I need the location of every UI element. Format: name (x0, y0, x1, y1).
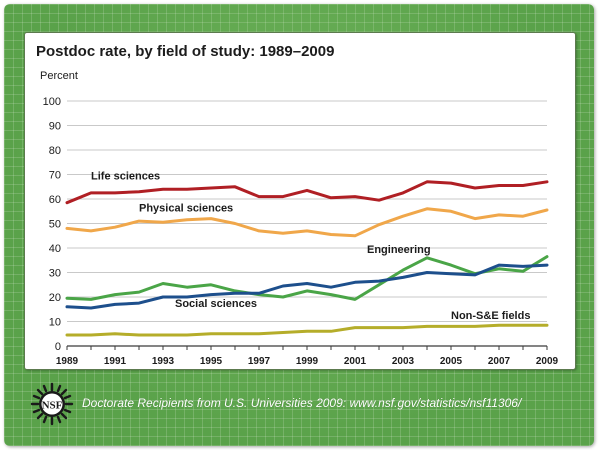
series-label-social-sciences: Social sciences (175, 298, 257, 310)
y-tick-label-20: 20 (49, 292, 61, 304)
x-tick-label-2005: 2005 (440, 356, 463, 367)
x-tick-label-1995: 1995 (200, 356, 223, 367)
y-tick-label-50: 50 (49, 219, 61, 231)
x-tick-label-2003: 2003 (392, 356, 415, 367)
y-tick-label-70: 70 (49, 170, 61, 182)
y-tick-label-100: 100 (43, 96, 61, 108)
y-axis-label: Percent (40, 70, 78, 82)
series-label-engineering: Engineering (367, 244, 431, 256)
x-tick-label-2001: 2001 (344, 356, 367, 367)
background-frame: Postdoc rate, by field of study: 1989–20… (4, 4, 594, 446)
y-tick-label-0: 0 (55, 341, 61, 353)
series-line-non-s-e-fields (65, 323, 549, 337)
chart-title: Postdoc rate, by field of study: 1989–20… (36, 43, 335, 60)
source-citation: Doctorate Recipients from U.S. Universit… (82, 396, 522, 410)
y-tick-label-30: 30 (49, 268, 61, 280)
series-label-life-sciences: Life sciences (91, 170, 160, 182)
series-line-physical-sciences (65, 207, 549, 238)
series-line-engineering (65, 255, 549, 301)
x-tick-label-2009: 2009 (536, 356, 559, 367)
y-tick-label-60: 60 (49, 194, 61, 206)
y-tick-label-10: 10 (49, 317, 61, 329)
series-label-physical-sciences: Physical sciences (139, 202, 233, 214)
y-tick-label-40: 40 (49, 243, 61, 255)
y-tick-label-80: 80 (49, 145, 61, 157)
nsf-logo-text: NSF (42, 400, 63, 412)
x-tick-label-1991: 1991 (104, 356, 127, 367)
x-tick-label-1993: 1993 (152, 356, 175, 367)
series-label-non-s-e-fields: Non-S&E fields (451, 310, 530, 322)
x-tick-label-1997: 1997 (248, 356, 271, 367)
plot-area: 0 10 20 30 40 50 60 70 80 90 100 1989 1991 1993 1995 19… (43, 96, 559, 367)
y-tick-label-90: 90 (49, 121, 61, 133)
nsf-logo-icon: NSF (30, 382, 74, 426)
series-line-social-sciences (65, 263, 549, 310)
footer: NSF Doctorate Recipients from U.S. Unive… (30, 380, 575, 430)
x-tick-label-2007: 2007 (488, 356, 511, 367)
x-tick-label-1989: 1989 (56, 356, 79, 367)
x-tick-label-1999: 1999 (296, 356, 319, 367)
chart-panel: Postdoc rate, by field of study: 1989–20… (24, 32, 576, 370)
series-line-life-sciences (65, 180, 549, 205)
